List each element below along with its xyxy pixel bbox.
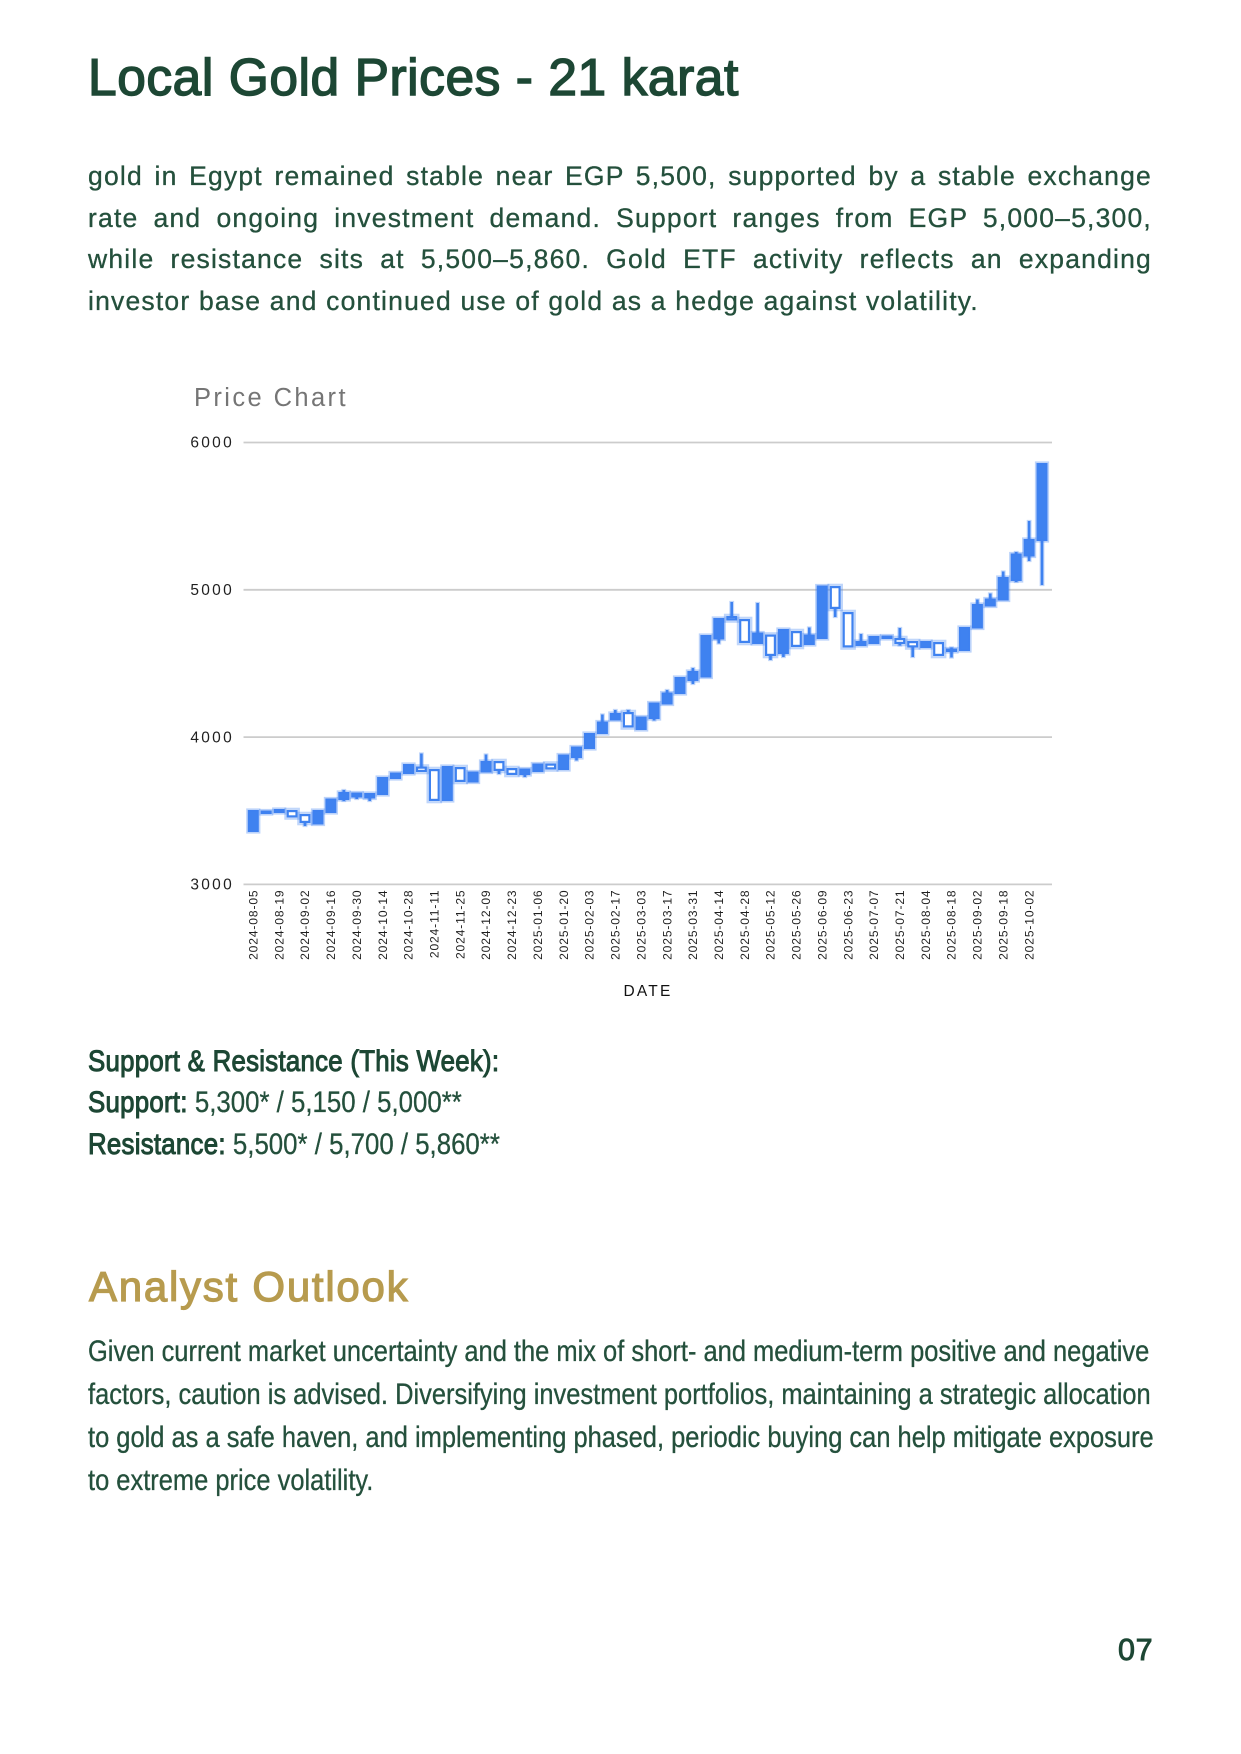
svg-text:2025-01-20: 2025-01-20 — [557, 890, 571, 960]
svg-text:2024-10-28: 2024-10-28 — [402, 890, 416, 960]
svg-text:2025-03-17: 2025-03-17 — [660, 890, 674, 960]
svg-text:2024-09-02: 2024-09-02 — [298, 890, 312, 960]
svg-text:2025-02-17: 2025-02-17 — [609, 890, 623, 960]
svg-text:3000: 3000 — [190, 877, 234, 894]
svg-text:2025-07-07: 2025-07-07 — [867, 890, 881, 960]
svg-text:2024-12-09: 2024-12-09 — [479, 890, 493, 960]
svg-text:DATE: DATE — [624, 983, 673, 1000]
svg-text:2025-03-03: 2025-03-03 — [634, 890, 648, 960]
svg-text:2025-04-28: 2025-04-28 — [738, 890, 752, 960]
svg-text:2025-04-14: 2025-04-14 — [712, 890, 726, 960]
svg-text:2024-11-25: 2024-11-25 — [453, 890, 467, 960]
svg-text:6000: 6000 — [190, 435, 234, 452]
svg-text:2025-08-18: 2025-08-18 — [945, 890, 959, 960]
svg-text:2025-05-12: 2025-05-12 — [764, 890, 778, 960]
svg-text:4000: 4000 — [190, 729, 234, 746]
svg-text:2025-09-02: 2025-09-02 — [971, 890, 985, 960]
svg-text:2025-07-21: 2025-07-21 — [893, 890, 907, 960]
svg-text:2024-08-19: 2024-08-19 — [272, 890, 286, 960]
svg-text:2025-06-23: 2025-06-23 — [841, 890, 855, 960]
svg-text:2025-02-03: 2025-02-03 — [583, 890, 597, 960]
svg-text:2025-06-09: 2025-06-09 — [815, 890, 829, 960]
svg-text:2025-01-06: 2025-01-06 — [531, 890, 545, 960]
svg-text:2024-10-14: 2024-10-14 — [376, 890, 390, 960]
svg-text:2024-09-16: 2024-09-16 — [324, 890, 338, 960]
svg-text:2025-09-18: 2025-09-18 — [996, 889, 1010, 959]
svg-text:2025-10-02: 2025-10-02 — [1022, 890, 1036, 960]
svg-text:2024-08-05: 2024-08-05 — [247, 890, 261, 960]
svg-text:Price Chart: Price Chart — [194, 384, 348, 412]
svg-text:2025-08-04: 2025-08-04 — [919, 890, 933, 960]
svg-text:2024-12-23: 2024-12-23 — [505, 890, 519, 960]
svg-text:2024-11-11: 2024-11-11 — [428, 890, 442, 959]
svg-text:2025-05-26: 2025-05-26 — [790, 890, 804, 960]
svg-text:5000: 5000 — [190, 582, 234, 599]
svg-text:2024-09-30: 2024-09-30 — [350, 890, 364, 960]
svg-text:2025-03-31: 2025-03-31 — [686, 890, 700, 960]
